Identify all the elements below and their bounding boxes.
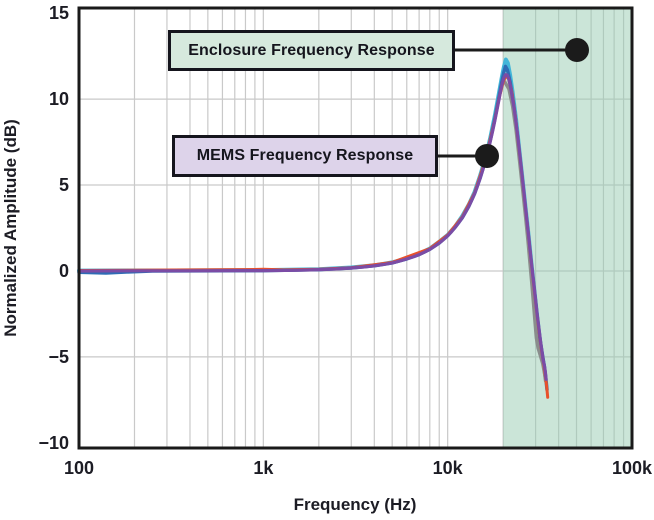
y-axis-label: Normalized Amplitude (dB) bbox=[1, 119, 20, 337]
enclosure-annotation-box: Enclosure Frequency Response bbox=[168, 30, 455, 71]
mems-annotation-label: MEMS Frequency Response bbox=[196, 147, 414, 164]
y-tick-label: 5 bbox=[59, 175, 69, 195]
enclosure-annotation-label: Enclosure Frequency Response bbox=[188, 41, 435, 59]
trace-cyan bbox=[77, 57, 548, 378]
y-tick-label: −10 bbox=[38, 433, 69, 453]
x-tick-label: 100k bbox=[612, 458, 653, 478]
axis-ticks: 100 1k 10k 100k 15 10 5 0 −5 −10 bbox=[38, 3, 653, 478]
x-tick-label: 100 bbox=[64, 458, 94, 478]
mems-annotation-box: MEMS Frequency Response bbox=[172, 135, 438, 177]
y-tick-label: 0 bbox=[59, 261, 69, 281]
y-tick-label: 15 bbox=[49, 3, 69, 23]
response-traces bbox=[77, 57, 550, 399]
trace-blue bbox=[77, 64, 549, 392]
y-tick-label: −5 bbox=[48, 347, 69, 367]
y-tick-label: 10 bbox=[49, 89, 69, 109]
x-tick-label: 1k bbox=[253, 458, 274, 478]
shaded-region-rect bbox=[503, 8, 632, 448]
x-axis-label: Frequency (Hz) bbox=[294, 495, 417, 514]
plot-frame bbox=[77, 6, 634, 450]
x-tick-label: 10k bbox=[433, 458, 464, 478]
trace-purple bbox=[77, 73, 548, 381]
mems-callout-dot bbox=[475, 144, 499, 168]
trace-orange bbox=[77, 74, 550, 399]
enclosure-callout-dot bbox=[565, 38, 589, 62]
enclosure-shaded-region bbox=[503, 8, 632, 448]
